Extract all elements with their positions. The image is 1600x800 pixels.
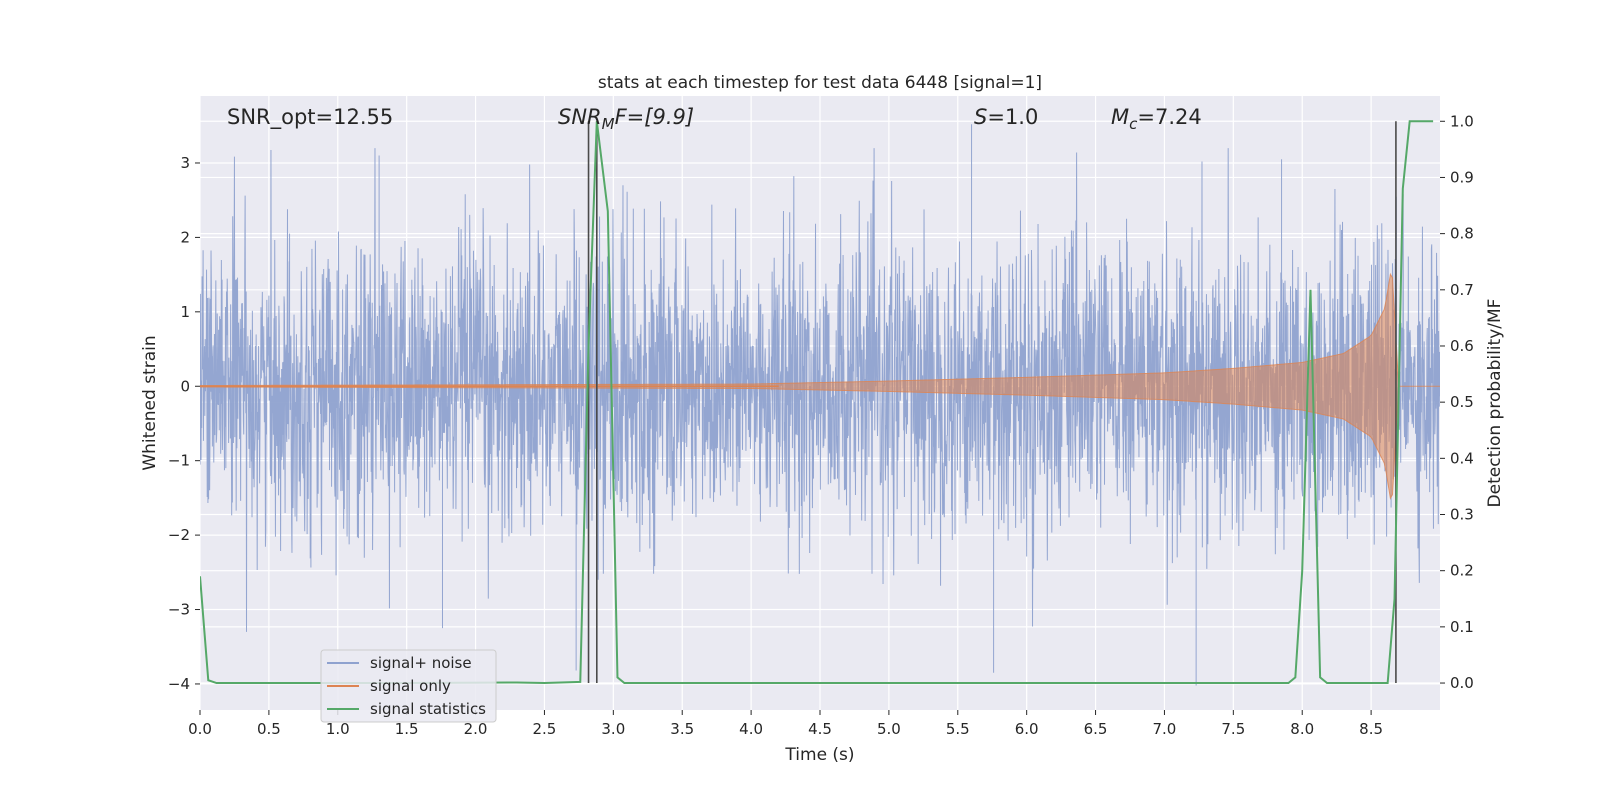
legend-box [320, 649, 497, 723]
y2-tick-label: 0.9 [1450, 168, 1474, 186]
y2-tick-label: 1.0 [1450, 112, 1474, 130]
y-tick-label: 0 [180, 377, 190, 395]
annotation-snr-mf: SNRMF=[9.9] [558, 105, 694, 133]
annotation-mc: Mc=7.24 [1111, 105, 1202, 133]
legend-label-signal-statistics: signal statistics [370, 700, 486, 718]
s-value: =1.0 [987, 105, 1038, 129]
y2-tick-label: 0.5 [1450, 393, 1474, 411]
y2-tick-label: 0.6 [1450, 337, 1474, 355]
legend: signal+ noise signal only signal statist… [320, 649, 497, 723]
s-symbol: S [974, 105, 987, 129]
chart-title: stats at each timestep for test data 644… [598, 73, 1042, 93]
y-tick-label: 2 [180, 228, 190, 246]
x-tick-label: 7.5 [1221, 720, 1245, 738]
annotation-snr-opt: SNR_opt=12.55 [227, 105, 393, 130]
mc-value: =7.24 [1137, 105, 1201, 129]
x-tick-label: 4.0 [739, 720, 763, 738]
y2-tick-label: 0.0 [1450, 674, 1474, 692]
snr-mf-rest: F=[9.9] [615, 105, 694, 129]
y2-tick-label: 0.7 [1450, 281, 1474, 299]
signal-statistics-line [200, 120, 1434, 685]
x-tick-label: 5.0 [877, 720, 901, 738]
annotation-s: S=1.0 [974, 105, 1038, 129]
x-axis-label: Time (s) [784, 745, 854, 765]
y-tick-label: −4 [168, 675, 190, 693]
snr-mf-sub: M [602, 115, 615, 133]
y-tick-label: −3 [168, 601, 190, 619]
y-tick-label: 3 [180, 154, 190, 172]
x-tick-label: 8.5 [1359, 720, 1383, 738]
x-tick-label: 3.0 [601, 720, 625, 738]
y-axis-label: Whitened strain [140, 335, 160, 470]
vertical-markers [587, 121, 1397, 684]
y-axis-ticks: 3 2 1 0 −1 −2 −3 −4 [168, 154, 200, 693]
y2-axis-label: Detection probability/MF [1485, 299, 1505, 508]
series-signal-statistics [200, 120, 1434, 685]
x-tick-label: 0.5 [257, 720, 281, 738]
x-axis-ticks: 0.0 0.5 1.0 1.5 2.0 2.5 3.0 3.5 4.0 4.5 5.0 5.5 6.0 6… [188, 710, 1383, 738]
x-tick-label: 0.0 [188, 720, 212, 738]
x-tick-label: 6.0 [1015, 720, 1039, 738]
y2-tick-label: 0.1 [1450, 618, 1474, 636]
x-tick-label: 5.5 [946, 720, 970, 738]
legend-label-signal-noise: signal+ noise [370, 654, 472, 672]
legend-label-signal-only: signal only [370, 677, 451, 695]
x-tick-label: 8.0 [1290, 720, 1314, 738]
snr-mf-base: SNR [558, 105, 602, 129]
mc-symbol: M [1111, 105, 1129, 129]
x-tick-label: 2.0 [464, 720, 488, 738]
plot-area [200, 120, 1440, 686]
x-tick-label: 1.5 [395, 720, 419, 738]
y-tick-label: 1 [180, 303, 190, 321]
x-tick-label: 4.5 [808, 720, 832, 738]
y2-tick-label: 0.3 [1450, 506, 1474, 524]
x-tick-label: 3.5 [670, 720, 694, 738]
y2-axis-ticks: 1.0 0.9 0.8 0.7 0.6 0.5 0.4 0.3 0.2 0.1 0.0 [1440, 112, 1474, 692]
y2-tick-label: 0.2 [1450, 562, 1474, 580]
y-tick-label: −2 [168, 526, 190, 544]
x-tick-label: 7.0 [1153, 720, 1177, 738]
y-tick-label: −1 [168, 452, 190, 470]
x-tick-label: 2.5 [533, 720, 557, 738]
x-tick-label: 1.0 [326, 720, 350, 738]
y2-tick-label: 0.4 [1450, 449, 1474, 467]
x-tick-label: 6.5 [1084, 720, 1108, 738]
y2-tick-label: 0.8 [1450, 225, 1474, 243]
mc-subscript: c [1129, 115, 1138, 133]
